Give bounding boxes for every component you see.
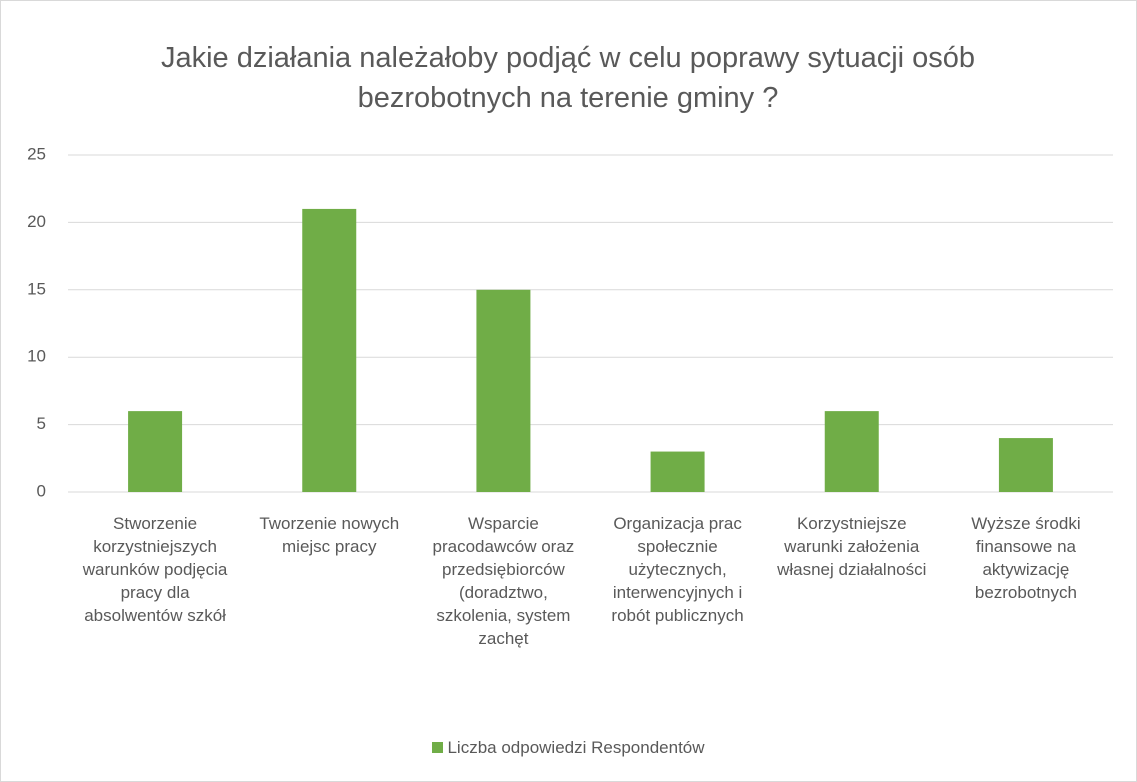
legend: Liczba odpowiedzi Respondentów xyxy=(0,738,1137,758)
x-tick-label: Organizacja prac społecznie użytecznych,… xyxy=(611,514,744,625)
bar xyxy=(302,208,357,493)
bar xyxy=(476,289,531,492)
x-tick-label: Stworzenie korzystniejszych warunków pod… xyxy=(82,514,228,625)
y-tick-label: 15 xyxy=(27,279,46,298)
bar xyxy=(128,411,183,492)
bar xyxy=(998,438,1053,492)
chart-title: Jakie działania należałoby podjąć w celu… xyxy=(160,42,976,114)
x-tick-label: Wyższe środki finansowe na aktywizację b… xyxy=(971,514,1081,602)
x-tick-label: Tworzenie nowych miejsc pracy xyxy=(259,514,400,556)
x-tick-label: Wsparcie pracodawców oraz przedsiębiorcó… xyxy=(432,514,575,648)
legend-swatch xyxy=(432,742,444,753)
y-tick-label: 25 xyxy=(27,144,46,163)
x-tick-label: Korzystniejsze warunki założenia własnej… xyxy=(777,514,927,579)
y-tick-label: 20 xyxy=(27,212,46,231)
y-tick-label: 0 xyxy=(37,481,46,500)
y-tick-label: 10 xyxy=(27,347,46,366)
bar xyxy=(650,451,705,492)
legend-label: Liczba odpowiedzi Respondentów xyxy=(447,738,705,757)
y-tick-label: 5 xyxy=(37,414,46,433)
bar xyxy=(824,411,879,492)
